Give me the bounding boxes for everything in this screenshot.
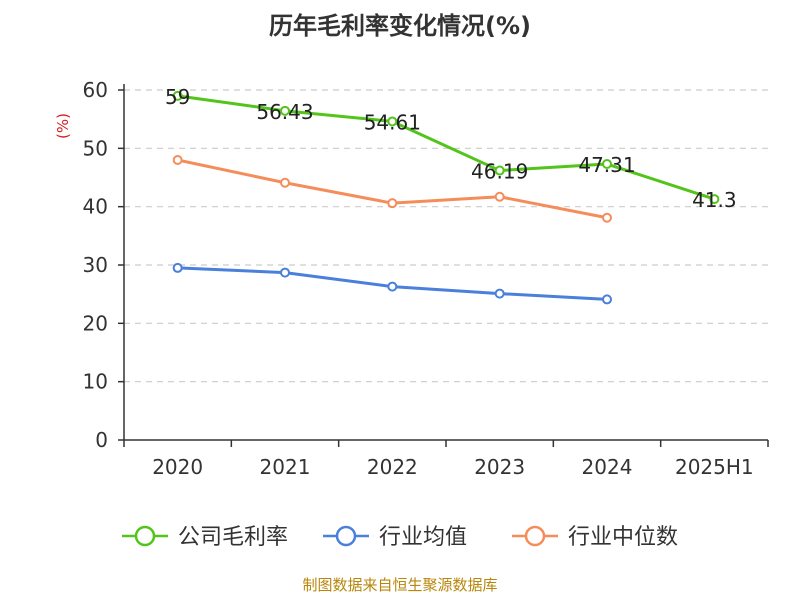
- y-tick-label: 10: [83, 370, 108, 394]
- data-point: [602, 212, 612, 223]
- data-point: [494, 165, 505, 176]
- y-tick-label: 30: [83, 253, 108, 277]
- y-tick-label: 20: [83, 311, 108, 335]
- legend-swatch-marker: [335, 525, 357, 547]
- x-tick-label: 2020: [152, 455, 203, 479]
- data-point: [387, 116, 398, 127]
- x-tick-label: 2022: [367, 455, 418, 479]
- y-axis-unit: (%): [54, 113, 72, 139]
- x-tick-label: 2025H1: [675, 455, 754, 479]
- data-point: [172, 262, 183, 273]
- data-label: 59: [165, 85, 190, 109]
- data-point: [709, 194, 720, 205]
- data-point: [280, 177, 290, 188]
- data-point: [172, 155, 183, 165]
- legend-swatch-marker: [524, 525, 546, 547]
- y-tick-label: 40: [83, 195, 108, 219]
- x-tick-label: 2023: [474, 455, 525, 479]
- data-label: 41.3: [692, 188, 737, 212]
- legend-label: 公司毛利率: [178, 525, 288, 550]
- chart-title: 历年毛利率变化情况(%): [269, 12, 531, 40]
- data-point: [602, 159, 612, 170]
- y-tick-label: 50: [83, 136, 108, 160]
- data-label: 47.31: [578, 153, 635, 177]
- legend-label: 行业中位数: [568, 525, 678, 550]
- legend-label: 行业均值: [379, 525, 467, 550]
- data-label: 56.43: [256, 100, 313, 124]
- legend: 公司毛利率 行业均值 行业中位数: [122, 525, 678, 550]
- y-tick-label: 60: [83, 78, 108, 102]
- axes: 0 10 20 30 40 50 60 2020 2021 2022 2023 2024 2025H1: [83, 78, 769, 479]
- data-point: [172, 90, 183, 101]
- data-point: [280, 105, 290, 116]
- data-point: [280, 267, 290, 278]
- data-label: 54.61: [364, 110, 421, 134]
- data-point: [387, 281, 398, 292]
- x-tick-label: 2024: [582, 455, 633, 479]
- legend-swatch-marker: [134, 525, 156, 547]
- series-lines: [172, 90, 720, 305]
- y-tick-label: 0: [95, 428, 108, 452]
- x-tick-label: 2021: [260, 455, 311, 479]
- data-point: [387, 198, 398, 209]
- data-labels: 59 56.43 54.61 46.19 47.31 41.3: [165, 85, 737, 212]
- source-note: 制图数据来自恒生聚源数据库: [302, 576, 497, 594]
- grid-lines: [124, 89, 768, 383]
- data-point: [602, 294, 612, 305]
- data-point: [494, 191, 505, 202]
- data-label: 46.19: [471, 160, 528, 184]
- series-line: [177, 94, 715, 201]
- data-point: [494, 288, 505, 299]
